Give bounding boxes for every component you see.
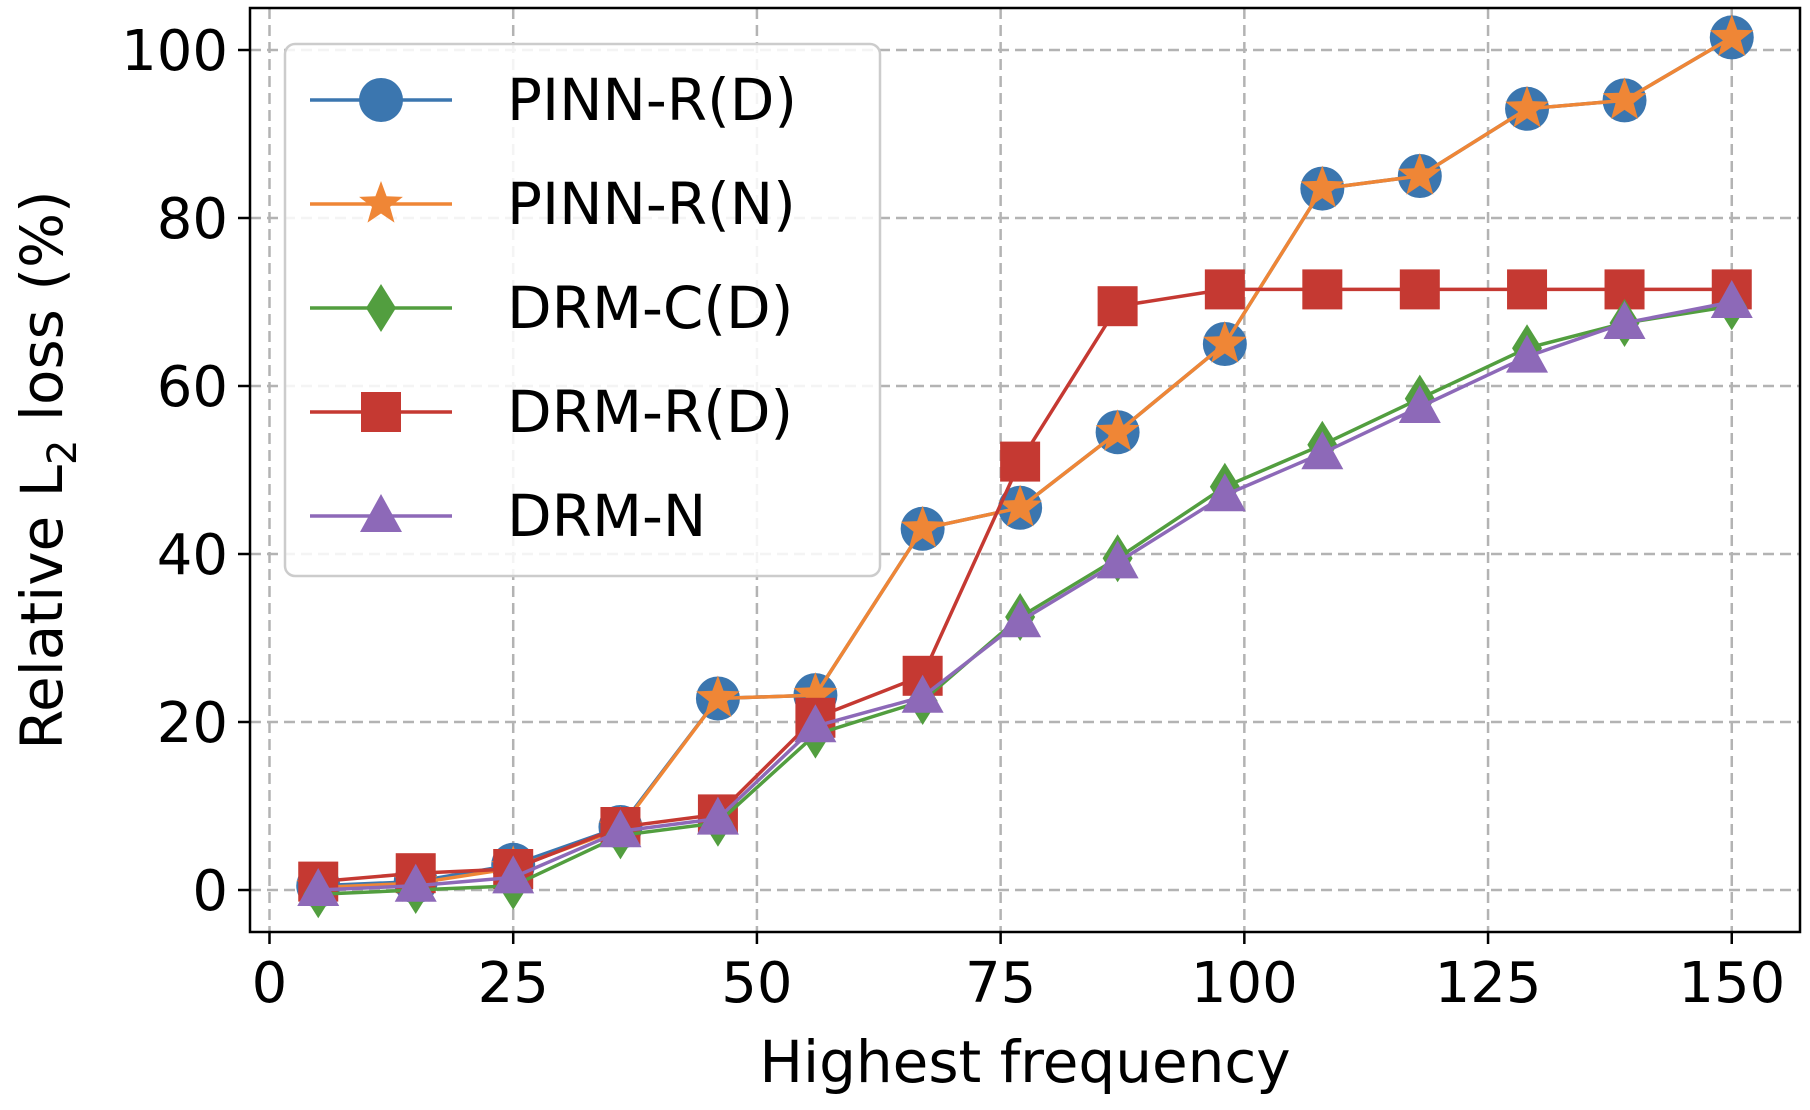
data-point xyxy=(793,672,838,714)
y-tick-label: 60 xyxy=(157,355,228,420)
legend: PINN-R(D) PINN-R(N) DRM-C(D) DRM-R(D) DRM-N xyxy=(283,42,882,578)
legend-box xyxy=(283,42,882,578)
data-point xyxy=(901,674,944,713)
x-tick-label: 100 xyxy=(1191,951,1298,1016)
data-point xyxy=(900,505,945,548)
legend-entry: DRM-C(D) xyxy=(310,274,793,342)
data-point xyxy=(1602,77,1647,119)
data-point xyxy=(394,863,437,902)
data-point xyxy=(1301,431,1344,470)
legend-entry: DRM-N xyxy=(310,482,706,550)
data-point xyxy=(1302,269,1343,310)
data-point xyxy=(1399,269,1440,310)
data-point xyxy=(1300,165,1345,208)
x-tick-label: 125 xyxy=(1435,951,1542,1016)
x-tick-label: 75 xyxy=(965,951,1036,1016)
legend-label: PINN-R(N) xyxy=(507,170,796,238)
data-point xyxy=(1000,441,1041,482)
y-tick-label: 20 xyxy=(157,691,228,756)
data-point xyxy=(1505,85,1549,128)
data-point xyxy=(492,855,535,894)
legend-entry: PINN-R(N) xyxy=(310,170,796,238)
y-tick-label: 100 xyxy=(121,19,228,84)
axis-ticks: 0 25 50 75 100 125 150 0 20 40 60 80 100 xyxy=(121,19,1785,1016)
y-axis-title: Relative L2 loss (%) xyxy=(8,190,86,749)
data-point xyxy=(1203,321,1247,363)
legend-label: DRM-R(D) xyxy=(507,378,793,446)
legend-label: DRM-N xyxy=(507,482,706,550)
data-point xyxy=(297,868,340,906)
data-point xyxy=(696,675,740,718)
legend-marker xyxy=(360,494,402,532)
data-point xyxy=(998,484,1042,527)
data-point xyxy=(1204,269,1245,310)
x-tick-label: 50 xyxy=(721,951,792,1016)
y-axis-title-suffix: loss (%) xyxy=(8,190,76,439)
y-tick-label: 80 xyxy=(157,187,228,252)
data-point xyxy=(1506,334,1549,373)
legend-entry: DRM-R(D) xyxy=(310,378,793,446)
legend-label: PINN-R(D) xyxy=(507,66,797,134)
data-point xyxy=(999,599,1042,638)
y-tick-label: 0 xyxy=(192,859,228,924)
x-tick-label: 150 xyxy=(1678,951,1785,1016)
data-point xyxy=(1709,14,1754,56)
data-point xyxy=(1096,540,1139,579)
x-tick-label: 25 xyxy=(478,951,549,1016)
y-axis-title-main: Relative L xyxy=(8,465,76,750)
data-point xyxy=(794,704,837,743)
data-point xyxy=(1397,153,1442,195)
data-point xyxy=(1603,301,1646,339)
data-point xyxy=(599,809,642,848)
plot-frame xyxy=(248,6,1802,934)
data-point xyxy=(696,796,739,835)
data-point xyxy=(1203,473,1246,512)
y-tick-label: 40 xyxy=(157,523,228,588)
data-point xyxy=(1398,385,1441,423)
legend-marker xyxy=(359,78,403,122)
legend-marker xyxy=(361,392,401,432)
series-drm-n xyxy=(297,280,1753,906)
data-point xyxy=(1710,280,1753,318)
legend-marker xyxy=(359,181,403,223)
x-axis-title: Highest frequency xyxy=(759,1028,1290,1096)
legend-label: DRM-C(D) xyxy=(507,274,793,342)
data-point xyxy=(1095,409,1140,451)
y-axis-title-subscript: 2 xyxy=(40,440,86,465)
x-tick-label: 0 xyxy=(252,951,288,1016)
legend-marker xyxy=(366,284,396,332)
data-point xyxy=(1507,269,1548,310)
legend-entry: PINN-R(D) xyxy=(310,66,797,134)
series-layer xyxy=(296,14,1754,919)
data-point xyxy=(1097,286,1138,327)
